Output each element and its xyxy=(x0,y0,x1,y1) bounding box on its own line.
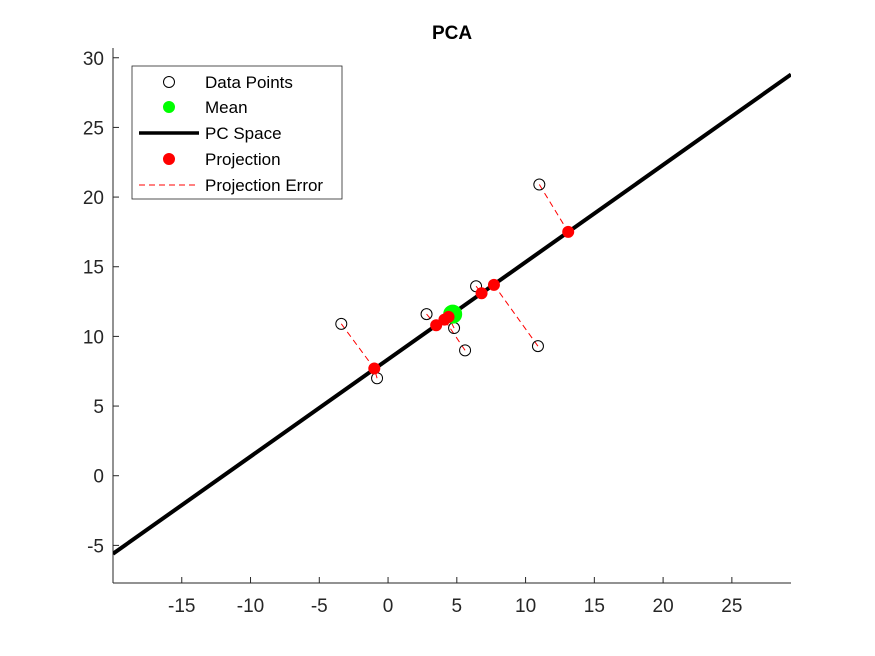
projection-error-segment xyxy=(493,284,539,347)
x-tick-label: 0 xyxy=(383,596,394,617)
y-tick-label: 5 xyxy=(93,397,104,418)
x-tick-label: 15 xyxy=(584,596,605,617)
y-tick-label: 10 xyxy=(83,327,104,348)
legend-label-pc-space: PC Space xyxy=(205,124,282,143)
x-tick-label: -15 xyxy=(168,596,195,617)
x-tick-label: 10 xyxy=(515,596,536,617)
legend-label-projection-error: Projection Error xyxy=(205,176,323,195)
x-tick-label: 25 xyxy=(721,596,742,617)
plot-area: -15 -10 -5 0 5 10 15 20 25 -5 0 5 10 15 20 25 30 xyxy=(83,48,791,617)
x-tick-label: -5 xyxy=(311,596,328,617)
data-point xyxy=(335,317,348,330)
legend-marker-data-points xyxy=(163,76,175,88)
legend-label-projection: Projection xyxy=(205,150,281,169)
x-tick-label: -10 xyxy=(237,596,264,617)
y-tick-label: 30 xyxy=(83,49,104,70)
projection-point xyxy=(562,225,575,238)
x-tick-label: 20 xyxy=(653,596,674,617)
x-tick-label: 5 xyxy=(452,596,463,617)
plot-marks xyxy=(113,72,791,556)
data-point xyxy=(459,344,472,357)
projection-point xyxy=(430,319,443,332)
projection-point xyxy=(487,278,500,291)
legend-marker-mean xyxy=(163,101,175,113)
legend-label-mean: Mean xyxy=(205,98,248,117)
legend-marker-projection xyxy=(163,153,175,165)
y-tick-label: 25 xyxy=(83,118,104,139)
data-point xyxy=(531,340,544,353)
data-point xyxy=(420,308,433,321)
chart-title: PCA xyxy=(432,23,472,44)
y-tick-label: 0 xyxy=(93,467,104,488)
y-tick-label: -5 xyxy=(87,536,104,557)
projection-point xyxy=(475,287,488,300)
y-tick-label: 15 xyxy=(83,258,104,279)
y-tick-label: 20 xyxy=(83,188,104,209)
projection-error-segment xyxy=(444,319,466,351)
legend: Data Points Mean PC Space Projection Pro… xyxy=(131,65,343,200)
legend-label-data-points: Data Points xyxy=(205,73,293,92)
projection-point xyxy=(442,310,455,323)
data-point xyxy=(533,178,546,191)
projection-point xyxy=(368,362,381,375)
